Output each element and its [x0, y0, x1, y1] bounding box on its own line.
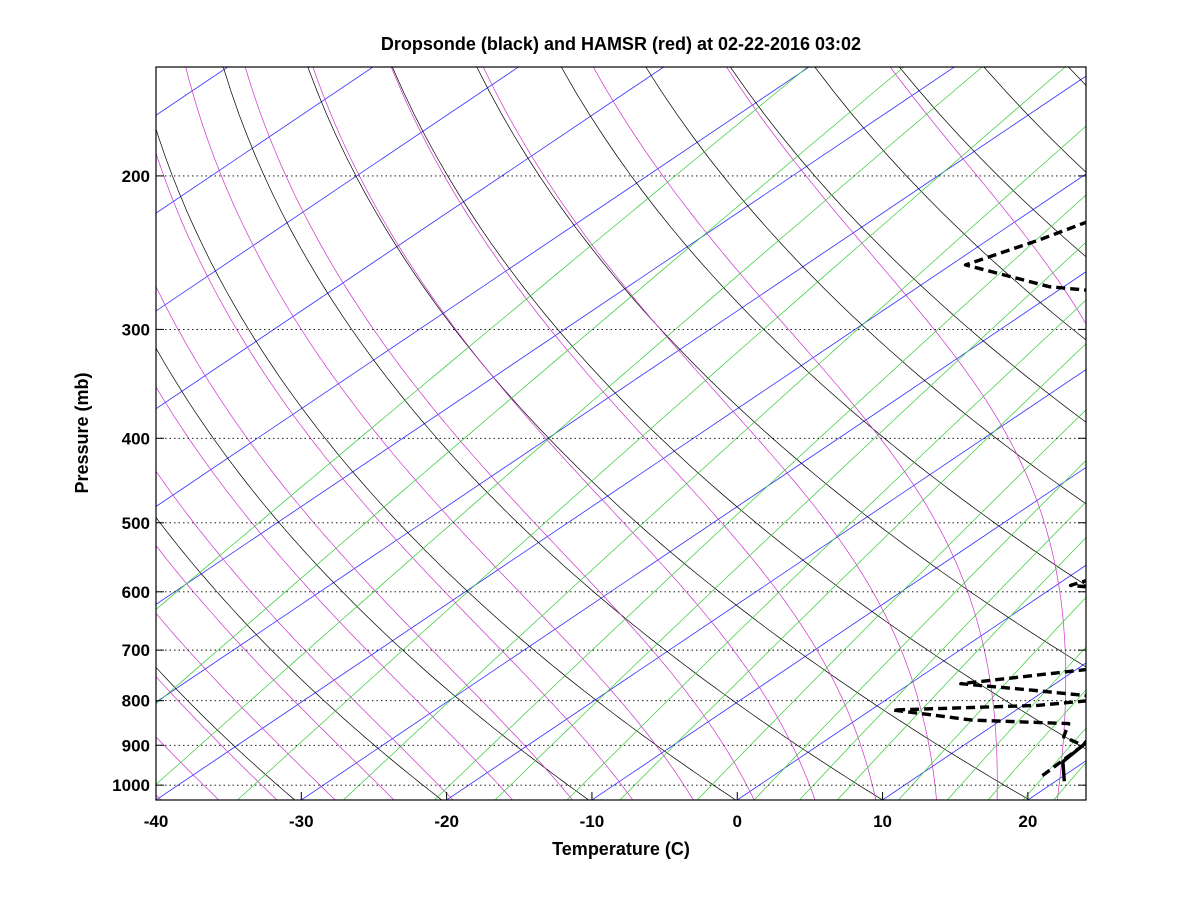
- dry-adiabat-line: [156, 127, 737, 800]
- moist-adiabat-line: [156, 470, 454, 800]
- moist-adiabat-line: [156, 545, 395, 800]
- mixing-ratio-line: [619, 343, 1086, 800]
- isotherm-line: [736, 564, 1086, 800]
- moist-adiabat-line: [156, 736, 220, 800]
- mixing-ratio-line: [342, 125, 1086, 800]
- dry-adiabat-line: [307, 67, 1031, 800]
- y-tick-label: 300: [122, 320, 150, 339]
- dry-adiabat-line: [156, 347, 590, 800]
- mixing-ratio-line: [433, 194, 1086, 800]
- isotherm-line: [156, 67, 956, 605]
- profile-lines: [891, 220, 1086, 782]
- mixing-ratio-line: [156, 67, 905, 705]
- moist-adiabat-line: [244, 67, 755, 800]
- isotherm-line: [0, 41, 121, 821]
- mixing-ratio-line: [1088, 41, 1200, 821]
- series-line-dewpoint: [891, 220, 1086, 777]
- isotherm-line: [156, 67, 810, 508]
- dry-adiabat-line: [0, 41, 22, 821]
- moist-adiabat-line: [156, 794, 162, 800]
- dry-adiabat-line: [645, 67, 1086, 505]
- y-tick-label: 500: [122, 514, 150, 533]
- y-axis-label: Pressure (mb): [72, 372, 92, 493]
- x-axis-ticks: -40 -30 -20 -10 0 10 20: [144, 792, 1037, 831]
- x-tick-label: -40: [144, 812, 169, 831]
- mixing-ratio-line: [156, 67, 983, 785]
- isotherm-line: [156, 67, 665, 410]
- mixing-ratio-line: [898, 596, 1086, 800]
- y-axis-ticks: 200 300 400 500 600 700 800 900 1000: [112, 167, 1086, 795]
- pressure-gridlines: [156, 175, 1086, 786]
- dry-adiabat-line: [814, 67, 1086, 341]
- mixing-ratio-line: [753, 459, 1086, 800]
- moist-adiabat-line: [156, 386, 514, 800]
- x-tick-label: -20: [434, 812, 459, 831]
- chart-title: Dropsonde (black) and HAMSR (red) at 02-…: [381, 34, 861, 54]
- dry-adiabat-line: [1127, 41, 1200, 821]
- mixing-ratio-line: [946, 646, 1086, 800]
- mixing-ratio-line: [1170, 41, 1200, 821]
- mixing-ratio-line: [566, 299, 1086, 800]
- moist-adiabat-line: [390, 67, 877, 800]
- dry-adiabat-line: [156, 666, 296, 800]
- x-tick-label: -30: [289, 812, 314, 831]
- mixing-ratio-line: [1132, 41, 1200, 821]
- isotherm-line: [300, 271, 1086, 800]
- moist-adiabat-line: [156, 676, 278, 800]
- moist-adiabat-line: [1069, 41, 1200, 821]
- dry-adiabat-line: [729, 67, 1086, 423]
- isotherm-line: [1142, 41, 1200, 821]
- isotherm-line: [591, 466, 1086, 800]
- x-tick-label: 10: [873, 812, 892, 831]
- dry-adiabat-line: [156, 516, 443, 800]
- x-tick-label: -10: [580, 812, 605, 831]
- moist-adiabat-line: [156, 612, 336, 800]
- isotherm-line: [156, 67, 374, 214]
- mixing-ratio-line: [798, 501, 1086, 800]
- y-tick-label: 700: [122, 641, 150, 660]
- moist-adiabat-line: [312, 67, 816, 800]
- dry-adiabat-line: [222, 67, 884, 800]
- y-tick-label: 1000: [112, 776, 150, 795]
- moist-adiabat-line: [0, 268, 125, 821]
- moist-adiabat-line: [156, 285, 573, 800]
- y-tick-label: 200: [122, 167, 150, 186]
- mixing-ratio-line: [1022, 727, 1086, 800]
- mixing-ratio-line: [836, 537, 1086, 800]
- moist-adiabat-line: [156, 152, 634, 800]
- x-tick-label: 0: [733, 812, 742, 831]
- mixing-ratio-line: [987, 689, 1086, 800]
- plot-frame: [155, 66, 1087, 801]
- y-tick-label: 900: [122, 736, 150, 755]
- isotherm-line: [156, 173, 1086, 800]
- moist-adiabat-line: [592, 67, 998, 800]
- x-tick-label: 20: [1018, 812, 1037, 831]
- y-tick-label: 400: [122, 429, 150, 448]
- mixing-ratio-line: [494, 241, 1086, 800]
- isotherm-line: [156, 67, 520, 312]
- plot-area: [156, 67, 1086, 800]
- x-axis-label: Temperature (C): [552, 839, 690, 859]
- mixing-ratio-line: [696, 409, 1086, 800]
- y-tick-label: 600: [122, 583, 150, 602]
- y-tick-label: 800: [122, 692, 150, 711]
